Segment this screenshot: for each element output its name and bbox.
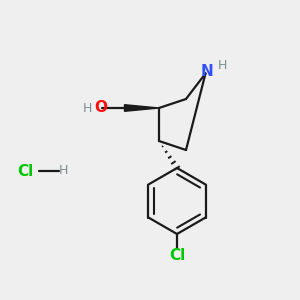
Text: Cl: Cl bbox=[17, 164, 34, 178]
Text: H: H bbox=[58, 164, 68, 178]
Text: H: H bbox=[83, 101, 92, 115]
Polygon shape bbox=[124, 105, 159, 111]
Text: O: O bbox=[94, 100, 107, 116]
Text: Cl: Cl bbox=[169, 248, 185, 263]
Text: H: H bbox=[217, 58, 227, 72]
Text: N: N bbox=[201, 64, 213, 80]
